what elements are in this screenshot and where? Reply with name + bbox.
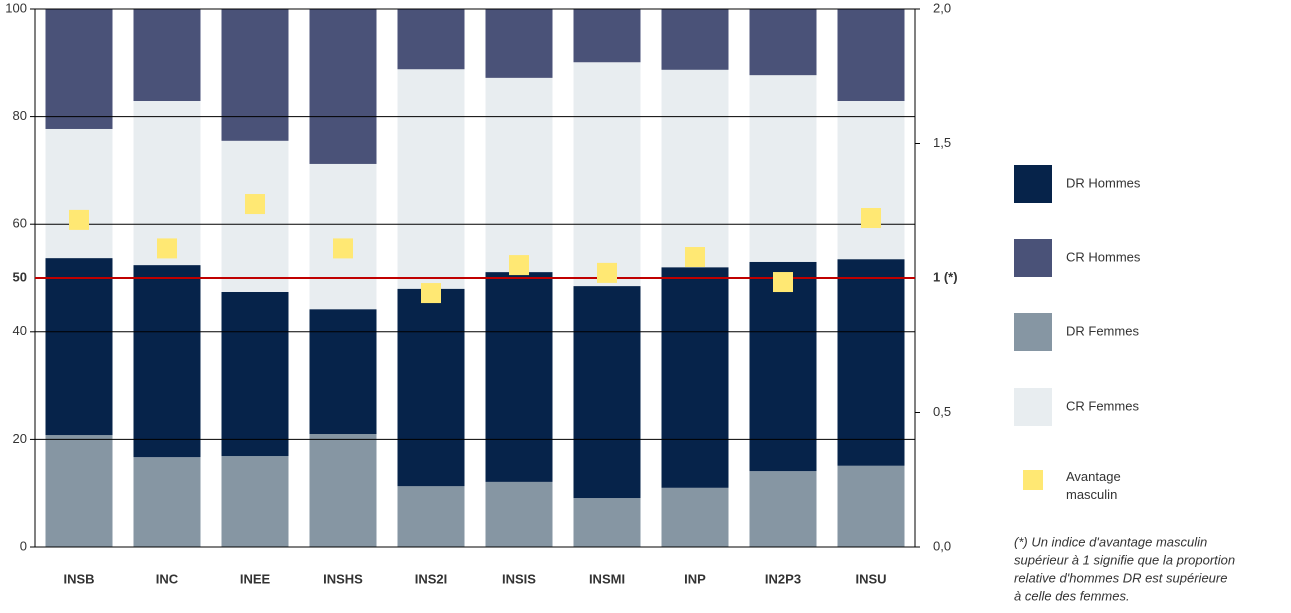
bar-segment — [749, 471, 817, 547]
bar-segment — [661, 9, 729, 70]
bar-segment — [661, 69, 729, 268]
marker — [773, 272, 793, 293]
bar-segment — [133, 9, 201, 101]
x-tick-label: INS2I — [415, 571, 448, 586]
bar-segment — [309, 309, 377, 435]
bar-segment — [661, 487, 729, 547]
y-tick-label: 20 — [13, 431, 27, 446]
marker — [333, 238, 353, 259]
bar-segment — [397, 69, 465, 289]
marker — [509, 255, 529, 276]
bar-segment — [397, 9, 465, 70]
x-tick-label: IN2P3 — [765, 571, 801, 586]
footnote: supérieur à 1 signifie que la proportion — [1014, 552, 1235, 567]
marker — [861, 208, 881, 229]
legend-swatch — [1014, 239, 1052, 277]
bar-segment — [221, 9, 289, 141]
legend-label: CR Hommes — [1066, 249, 1141, 264]
legend-swatch — [1014, 388, 1052, 426]
y2-tick-label: 0,5 — [933, 404, 951, 419]
bar-segment — [573, 498, 641, 547]
x-tick-label: INP — [684, 571, 706, 586]
y2-tick-label: 0,0 — [933, 538, 951, 553]
y-tick-label: 40 — [13, 323, 27, 338]
legend-swatch — [1014, 313, 1052, 351]
bar-segment — [133, 265, 201, 458]
legend-swatch — [1014, 165, 1052, 203]
bar-segment — [837, 259, 905, 466]
legend-label: DR Hommes — [1066, 175, 1141, 190]
legend-label: CR Femmes — [1066, 398, 1139, 413]
legend-label: DR Femmes — [1066, 323, 1139, 338]
bar-segment — [749, 75, 817, 262]
bar-segment — [221, 291, 289, 457]
marker — [157, 238, 177, 259]
x-tick-label: INC — [156, 571, 179, 586]
bar-segment — [485, 77, 553, 273]
bar-segment — [485, 481, 553, 547]
reference-label: 1 (*) — [933, 269, 958, 284]
bar-segment — [837, 100, 905, 260]
y2-tick-label: 2,0 — [933, 0, 951, 15]
bar-segment — [221, 140, 289, 292]
footnote: (*) Un indice d'avantage masculin — [1014, 534, 1207, 549]
bar-segment — [397, 486, 465, 547]
bar-segment — [309, 434, 377, 547]
marker — [69, 209, 89, 230]
bar-segment — [749, 261, 817, 472]
x-tick-label: INSB — [63, 571, 94, 586]
x-tick-label: INEE — [240, 571, 271, 586]
bar-segment — [45, 9, 113, 129]
x-tick-label: INSMI — [589, 571, 625, 586]
legend-swatch — [1023, 470, 1043, 490]
bar-segment — [573, 286, 641, 499]
bar-segment — [45, 435, 113, 547]
footnote: relative d'hommes DR est supérieure — [1014, 570, 1227, 585]
bar-segment — [837, 465, 905, 547]
y-tick-label: 100 — [5, 0, 27, 15]
y-tick-label: 60 — [13, 216, 27, 231]
bar-segment — [485, 272, 553, 482]
x-tick-label: INSU — [855, 571, 886, 586]
marker — [597, 262, 617, 283]
x-tick-label: INSIS — [502, 571, 536, 586]
x-tick-label: INSHS — [323, 571, 363, 586]
bar-segment — [837, 9, 905, 101]
bar-segment — [485, 9, 553, 78]
bar-segment — [573, 9, 641, 63]
bar-segment — [133, 457, 201, 547]
bar-segment — [45, 258, 113, 436]
marker — [685, 247, 705, 268]
bar-segment — [397, 288, 465, 487]
bar-segment — [749, 9, 817, 76]
bar-segment — [45, 128, 113, 259]
bar-segment — [309, 9, 377, 164]
bar-segment — [309, 163, 377, 310]
marker — [245, 194, 265, 215]
y-tick-label: 80 — [13, 108, 27, 123]
legend-label: Avantage masculin — [1066, 469, 1121, 502]
footnote: à celle des femmes. — [1014, 588, 1130, 603]
bar-segment — [133, 100, 201, 266]
bar-segment — [661, 267, 729, 488]
y2-tick-label: 1,5 — [933, 135, 951, 150]
marker — [421, 283, 441, 304]
bar-segment — [573, 62, 641, 287]
reference-label: 50 — [13, 269, 27, 284]
y-tick-label: 0 — [20, 538, 27, 553]
bar-segment — [221, 456, 289, 547]
